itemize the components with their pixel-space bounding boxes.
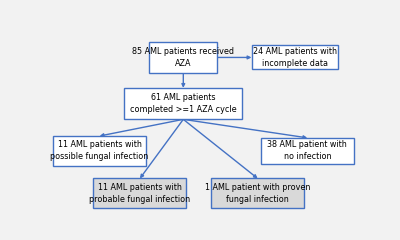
Text: 24 AML patients with
incomplete data: 24 AML patients with incomplete data — [253, 47, 337, 68]
Text: 11 AML patients with
possible fungal infection: 11 AML patients with possible fungal inf… — [50, 140, 149, 161]
FancyBboxPatch shape — [252, 45, 338, 69]
Text: 1 AML patient with proven
fungal infection: 1 AML patient with proven fungal infecti… — [205, 183, 310, 204]
FancyBboxPatch shape — [149, 42, 218, 73]
FancyBboxPatch shape — [211, 179, 304, 208]
FancyBboxPatch shape — [94, 179, 186, 208]
Text: 11 AML patients with
probable fungal infection: 11 AML patients with probable fungal inf… — [89, 183, 190, 204]
FancyBboxPatch shape — [124, 88, 242, 119]
FancyBboxPatch shape — [53, 136, 146, 166]
Text: 61 AML patients
completed >=1 AZA cycle: 61 AML patients completed >=1 AZA cycle — [130, 93, 237, 114]
Text: 85 AML patients received
AZA: 85 AML patients received AZA — [132, 47, 234, 68]
FancyBboxPatch shape — [261, 138, 354, 164]
Text: 38 AML patient with
no infection: 38 AML patient with no infection — [268, 140, 347, 161]
